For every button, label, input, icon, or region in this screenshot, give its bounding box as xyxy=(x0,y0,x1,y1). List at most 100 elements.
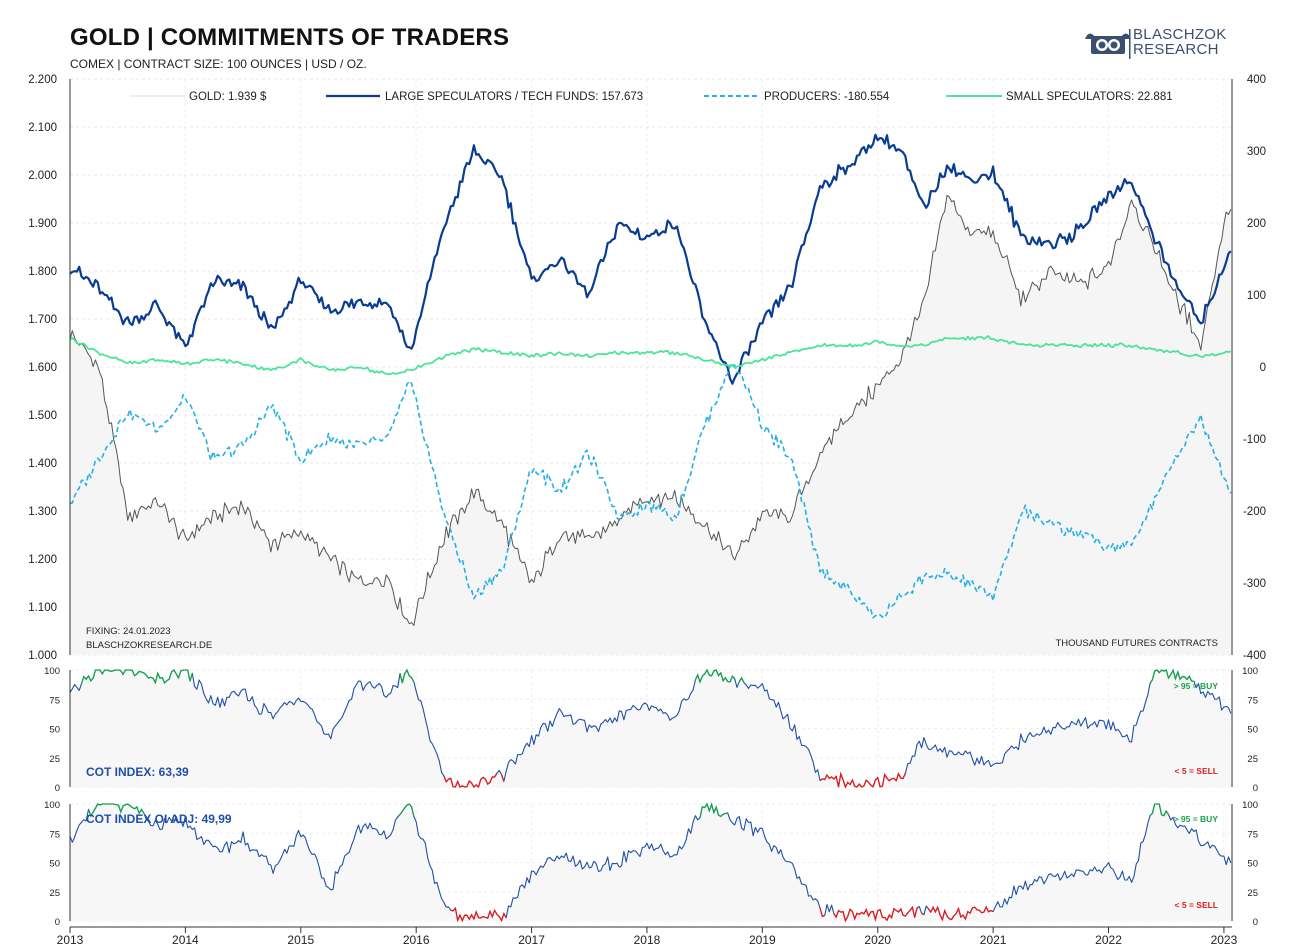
x-axis-tick-label: 2015 xyxy=(287,933,314,947)
cot-index-right-tick-label: 25 xyxy=(1247,754,1258,765)
right-axis-tick-label: -400 xyxy=(1243,650,1266,662)
logo-line-1: BLASCHZOK xyxy=(1133,26,1227,43)
cot-index-oi-adj-left-tick-label: 75 xyxy=(49,829,60,840)
right-axis-tick-label: 200 xyxy=(1247,218,1266,230)
cot-index-oi-adj-right-tick-label: 50 xyxy=(1247,859,1258,870)
cot-index-oi-adj-area xyxy=(70,804,1231,921)
cot-index-oi-adj-buy-segment xyxy=(87,803,145,818)
large-speculators-line xyxy=(69,133,1232,385)
cot-index-label: COT INDEX: 63,39 xyxy=(86,765,189,779)
left-axis-tick-label: 2.200 xyxy=(28,74,57,86)
left-axis-tick-label: 1.700 xyxy=(28,314,57,326)
cot-index-buy-segment xyxy=(367,681,371,684)
left-axis-tick-label: 1.300 xyxy=(28,506,57,518)
cot-index-oi-adj-right-tick-label: 100 xyxy=(1242,800,1258,811)
cot-index-oi-adj-left-tick-label: 50 xyxy=(49,859,60,870)
right-axis-tick-label: 100 xyxy=(1247,290,1266,302)
cot-index-left-tick-label: 25 xyxy=(49,754,60,765)
cot-oi-buy-label: > 95 = BUY xyxy=(1174,814,1219,824)
cot-oi-sell-label: < 5 = SELL xyxy=(1175,900,1218,910)
right-axis-tick-label: -300 xyxy=(1243,578,1266,590)
cot-index-line xyxy=(69,669,1232,788)
cot-index-oi-adj-left-tick-label: 100 xyxy=(44,800,60,811)
cot-index-sell-segment xyxy=(443,772,498,789)
x-axis-tick-label: 2023 xyxy=(1211,933,1238,947)
cot-index-right-tick-label: 50 xyxy=(1247,725,1258,736)
legend-large-specs-label: LARGE SPECULATORS / TECH FUNDS: 157.673 xyxy=(385,91,643,103)
fixing-note: FIXING: 24.01.2023 xyxy=(86,626,171,637)
right-axis-tick-label: 400 xyxy=(1247,74,1266,86)
small-speculators-line xyxy=(69,335,1232,376)
left-axis-tick-label: 1.900 xyxy=(28,218,57,230)
x-axis-tick-label: 2014 xyxy=(172,933,199,947)
cot-index-oi-adj-right-tick-label: 75 xyxy=(1247,829,1258,840)
chart-subtitle: COMEX | CONTRACT SIZE: 100 OUNCES | USD … xyxy=(70,57,367,71)
cot-index-oi-adj-sell-segment xyxy=(819,907,825,918)
cot-index-left-tick-label: 50 xyxy=(49,725,60,736)
left-axis-tick-label: 1.200 xyxy=(28,554,57,566)
gold-area-layer xyxy=(70,195,1231,921)
cot-index-right-tick-label: 100 xyxy=(1242,666,1258,677)
cot-index-oi-adj-sell-segment xyxy=(450,906,507,923)
legend-small-specs-label: SMALL SPECULATORS: 22.881 xyxy=(1006,91,1173,103)
cot-oi-index-label: COT INDEX OI ADJ: 49,99 xyxy=(86,812,232,826)
cot-index-sell-segment xyxy=(819,771,906,789)
cot-index-oi-adj-right-tick-label: 25 xyxy=(1247,888,1258,899)
left-axis-tick-label: 2.000 xyxy=(28,170,57,182)
cot-index-left-tick-label: 75 xyxy=(49,695,60,706)
left-axis-tick-label: 1.800 xyxy=(28,266,57,278)
cot-index-right-tick-label: 0 xyxy=(1253,783,1258,794)
cot-index-oi-adj-left-tick-label: 25 xyxy=(49,888,60,899)
left-axis-tick-label: 1.600 xyxy=(28,362,57,374)
cot-index-oi-adj-sell-segment xyxy=(833,905,918,923)
cot-index-area xyxy=(70,670,1231,787)
right-axis-tick-label: -100 xyxy=(1243,434,1266,446)
gold-price-line xyxy=(69,194,1232,626)
legend: GOLD: 1.939 $ LARGE SPECULATORS / TECH F… xyxy=(130,91,1173,103)
cot-index-left-tick-label: 0 xyxy=(55,783,60,794)
legend-gold-label: GOLD: 1.939 $ xyxy=(189,91,267,103)
cot-buy-label: > 95 = BUY xyxy=(1174,681,1219,691)
cot-index-oi-adj-buy-segment xyxy=(699,802,728,818)
chart-title: GOLD | COMMITMENTS OF TRADERS xyxy=(70,24,510,51)
left-axis-tick-label: 1.400 xyxy=(28,458,57,470)
cot-index-oi-adj-sell-segment xyxy=(921,912,925,916)
cot-index-oi-adj-left-tick-label: 0 xyxy=(55,917,60,928)
cot-index-right-tick-label: 75 xyxy=(1247,695,1258,706)
blaschzok-logo xyxy=(1085,29,1131,59)
left-axis-tick-label: 1.500 xyxy=(28,410,57,422)
legend-producers-label: PRODUCERS: -180.554 xyxy=(764,91,890,103)
website-note: BLASCHZOKRESEARCH.DE xyxy=(86,640,212,651)
left-axis-tick-label: 2.100 xyxy=(28,122,57,134)
cot-sell-label: < 5 = SELL xyxy=(1175,766,1218,776)
cot-index-oi-adj-line xyxy=(69,803,1232,922)
x-axis-tick-label: 2017 xyxy=(518,933,545,947)
x-axis-tick-label: 2013 xyxy=(57,933,84,947)
cot-index-oi-adj-sell-segment xyxy=(927,905,994,922)
cot-index-buy-segment xyxy=(1149,668,1194,684)
right-axis-tick-label: 0 xyxy=(1260,362,1266,374)
cot-index-buy-segment xyxy=(694,668,736,684)
axis-layer: 1.000 1.100 1.200 1.300 1.400 1.500 1.600 1.700… xyxy=(28,74,1266,947)
cot-index-buy-segment xyxy=(80,669,193,685)
cot-index-sell-segment xyxy=(500,774,505,782)
right-axis-tick-label: -200 xyxy=(1243,506,1266,518)
x-axis-tick-label: 2019 xyxy=(749,933,776,947)
cot-index-left-tick-label: 100 xyxy=(44,666,60,677)
logo-emblem-icon xyxy=(1085,33,1131,54)
left-axis-tick-label: 1.100 xyxy=(28,602,57,614)
cot-index-oi-adj-buy-segment xyxy=(397,803,415,818)
cot-index-oi-adj-right-tick-label: 0 xyxy=(1253,917,1258,928)
x-axis-tick-label: 2021 xyxy=(980,933,1007,947)
cot-index-buy-segment xyxy=(738,676,745,683)
series-layer xyxy=(69,133,1232,923)
logo-line-2: RESEARCH xyxy=(1133,41,1219,58)
x-axis-tick-label: 2018 xyxy=(634,933,661,947)
gold-price-area xyxy=(70,195,1231,655)
x-axis-tick-label: 2016 xyxy=(403,933,430,947)
cot-index-buy-segment xyxy=(399,668,415,683)
logo-text: BLASCHZOK RESEARCH xyxy=(1133,27,1227,57)
units-note: THOUSAND FUTURES CONTRACTS xyxy=(1055,638,1218,649)
cot-index-oi-adj-buy-segment xyxy=(1149,803,1170,817)
